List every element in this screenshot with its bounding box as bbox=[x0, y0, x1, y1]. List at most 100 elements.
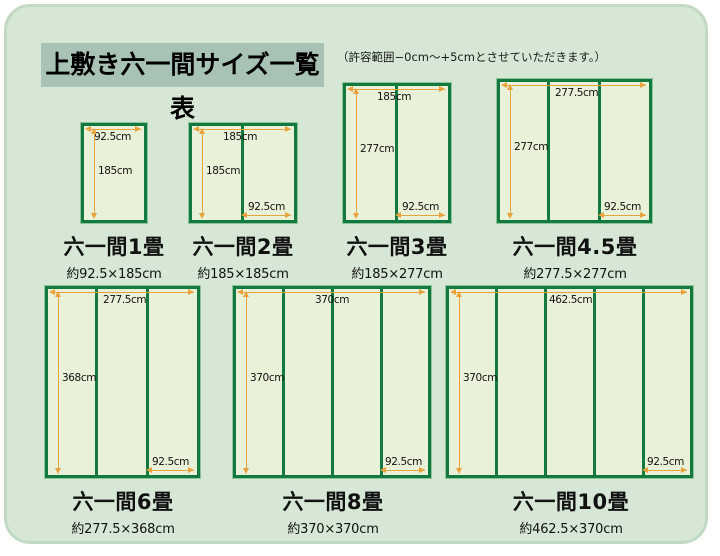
dim-label-bottom-right-8jo: 92.5cm bbox=[385, 456, 422, 468]
figure-3jo: 185cm 277cm 92.5cm bbox=[342, 82, 452, 224]
dim-arrow-br-left-3jo bbox=[395, 212, 401, 218]
mat-divider-2jo-1 bbox=[241, 123, 244, 223]
caption-4.5jo: 六一間4.5畳 約277.5×277cm bbox=[504, 231, 646, 282]
mat-divider-10jo-1 bbox=[495, 286, 498, 478]
mat-divider-8jo-1 bbox=[282, 286, 285, 478]
card-inner: 上敷き六一間サイズ一覧表 （許容範囲−0cm〜+5cmとさせていただきます。） … bbox=[7, 7, 711, 547]
caption-size-10jo: 約462.5×370cm bbox=[519, 522, 623, 537]
dim-label-top-4.5jo: 277.5cm bbox=[555, 87, 599, 99]
mat-outline-1jo bbox=[80, 122, 148, 224]
dim-line-left-8jo bbox=[246, 294, 247, 472]
figure-6jo: 277.5cm 368cm 92.5cm bbox=[44, 285, 201, 479]
dim-arrow-top-left-1jo bbox=[85, 126, 91, 132]
dim-label-top-1jo: 92.5cm bbox=[94, 131, 131, 143]
figure-1jo: 92.5cm 185cm bbox=[80, 122, 148, 224]
dim-label-top-2jo: 185cm bbox=[223, 131, 258, 143]
dim-label-top-6jo: 277.5cm bbox=[103, 294, 147, 306]
dim-arrow-top-right-3jo bbox=[439, 86, 445, 92]
dim-arrow-left-bottom-4.5jo bbox=[507, 213, 513, 219]
dim-arrow-left-bottom-6jo bbox=[55, 468, 61, 474]
dim-arrow-left-top-8jo bbox=[243, 291, 249, 297]
info-card: 上敷き六一間サイズ一覧表 （許容範囲−0cm〜+5cmとさせていただきます。） … bbox=[4, 4, 708, 544]
dim-arrow-top-left-4.5jo bbox=[501, 82, 507, 88]
dim-label-left-10jo: 370cm bbox=[463, 372, 498, 384]
caption-title-8jo: 六一間8畳 bbox=[282, 490, 384, 514]
mat-outline-4.5jo bbox=[496, 78, 653, 224]
caption-10jo: 六一間10畳 約462.5×370cm bbox=[500, 486, 642, 537]
dim-arrow-top-left-2jo bbox=[193, 126, 199, 132]
caption-size-3jo: 約185×277cm bbox=[351, 267, 443, 282]
dim-arrow-top-right-4.5jo bbox=[640, 82, 646, 88]
dim-line-left-4.5jo bbox=[510, 87, 511, 217]
caption-3jo: 六一間3畳 約185×277cm bbox=[334, 231, 460, 282]
page-title: 上敷き六一間サイズ一覧表 bbox=[45, 50, 320, 123]
dim-label-top-8jo: 370cm bbox=[315, 294, 350, 306]
dim-label-bottom-right-6jo: 92.5cm bbox=[152, 456, 189, 468]
dim-arrow-top-right-2jo bbox=[285, 126, 291, 132]
mat-outline-6jo bbox=[44, 285, 201, 479]
dim-line-left-3jo bbox=[356, 91, 357, 217]
dim-arrow-top-left-8jo bbox=[237, 289, 243, 295]
dim-arrow-br-left-6jo bbox=[146, 467, 152, 473]
caption-title-6jo: 六一間6畳 bbox=[72, 490, 174, 514]
dim-line-top-3jo bbox=[349, 89, 445, 90]
figure-2jo: 185cm 185cm 92.5cm bbox=[188, 122, 298, 224]
dim-arrow-top-right-6jo bbox=[188, 289, 194, 295]
dim-line-bottom-right-2jo bbox=[243, 215, 291, 216]
caption-2jo: 六一間2畳 約185×185cm bbox=[180, 231, 306, 282]
dim-label-bottom-right-4.5jo: 92.5cm bbox=[604, 201, 641, 213]
dim-line-bottom-right-3jo bbox=[397, 215, 445, 216]
mat-divider-4.5jo-1 bbox=[547, 79, 550, 223]
dim-arrow-top-left-3jo bbox=[347, 86, 353, 92]
mat-divider-4.5jo-2 bbox=[598, 79, 601, 223]
dim-line-left-10jo bbox=[459, 294, 460, 472]
caption-8jo: 六一間8畳 約370×370cm bbox=[269, 486, 397, 537]
dim-line-left-1jo bbox=[94, 131, 95, 217]
dim-arrow-br-right-2jo bbox=[285, 212, 291, 218]
mat-divider-6jo-1 bbox=[95, 286, 98, 478]
dim-arrow-br-right-3jo bbox=[439, 212, 445, 218]
dim-line-top-2jo bbox=[195, 129, 291, 130]
caption-title-4.5jo: 六一間4.5畳 bbox=[512, 235, 638, 259]
caption-1jo: 六一間1畳 約92.5×185cm bbox=[51, 231, 177, 282]
dim-line-top-4.5jo bbox=[503, 85, 646, 86]
dim-arrow-left-top-6jo bbox=[55, 291, 61, 297]
dim-arrow-br-right-4.5jo bbox=[640, 212, 646, 218]
dim-line-left-2jo bbox=[202, 131, 203, 217]
mat-divider-10jo-3 bbox=[593, 286, 596, 478]
mat-divider-10jo-2 bbox=[544, 286, 547, 478]
caption-title-1jo: 六一間1畳 bbox=[63, 235, 165, 259]
dim-arrow-left-top-4.5jo bbox=[507, 84, 513, 90]
dim-arrow-br-left-4.5jo bbox=[598, 212, 604, 218]
dim-label-left-2jo: 185cm bbox=[206, 165, 241, 177]
dim-arrow-br-left-10jo bbox=[642, 467, 648, 473]
caption-title-10jo: 六一間10畳 bbox=[512, 490, 630, 514]
caption-size-4.5jo: 約277.5×277cm bbox=[523, 267, 627, 282]
dim-arrow-br-right-6jo bbox=[188, 467, 194, 473]
dim-label-left-3jo: 277cm bbox=[360, 143, 395, 155]
dim-arrow-top-left-6jo bbox=[49, 289, 55, 295]
dim-arrow-br-left-2jo bbox=[241, 212, 247, 218]
dim-arrow-br-right-8jo bbox=[419, 467, 425, 473]
caption-size-8jo: 約370×370cm bbox=[287, 522, 379, 537]
mat-divider-10jo-4 bbox=[642, 286, 645, 478]
mat-divider-8jo-2 bbox=[331, 286, 334, 478]
mat-divider-8jo-3 bbox=[380, 286, 383, 478]
dim-label-left-8jo: 370cm bbox=[250, 372, 285, 384]
dim-label-top-10jo: 462.5cm bbox=[549, 294, 593, 306]
tolerance-note: （許容範囲−0cm〜+5cmとさせていただきます。） bbox=[337, 50, 607, 64]
caption-title-2jo: 六一間2畳 bbox=[192, 235, 294, 259]
caption-size-2jo: 約185×185cm bbox=[197, 267, 289, 282]
dim-line-top-1jo bbox=[87, 129, 141, 130]
dim-line-top-8jo bbox=[239, 292, 425, 293]
figure-4.5jo: 277.5cm 277cm 92.5cm bbox=[496, 78, 653, 224]
dim-line-left-6jo bbox=[58, 294, 59, 472]
dim-arrow-top-left-10jo bbox=[450, 289, 456, 295]
dim-line-bottom-right-10jo bbox=[644, 470, 687, 471]
dim-line-bottom-right-6jo bbox=[148, 470, 194, 471]
dim-arrow-left-top-2jo bbox=[199, 128, 205, 134]
mat-divider-6jo-2 bbox=[146, 286, 149, 478]
figure-10jo: 462.5cm 370cm 92.5cm bbox=[445, 285, 694, 479]
caption-size-1jo: 約92.5×185cm bbox=[66, 267, 162, 282]
dim-line-top-10jo bbox=[452, 292, 687, 293]
